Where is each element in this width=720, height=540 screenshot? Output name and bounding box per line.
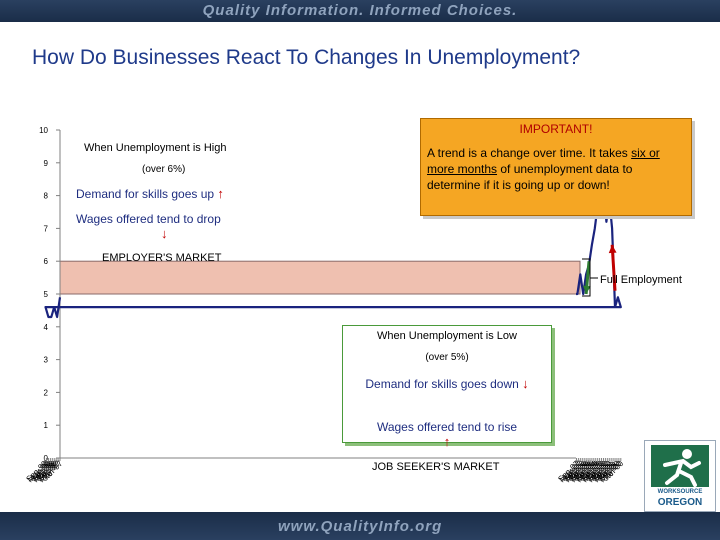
important-text: A trend is a change over time. It takes … bbox=[427, 146, 660, 192]
employers-market-label: EMPLOYER'S MARKET bbox=[102, 252, 222, 264]
bottom-banner: www.QualityInfo.org bbox=[0, 512, 720, 540]
low-unemployment-box: When Unemployment is Low (over 5%) Deman… bbox=[342, 325, 552, 449]
website-url: www.QualityInfo.org bbox=[278, 518, 443, 535]
high-wages-text: Wages offered tend to drop ↓ bbox=[76, 212, 221, 241]
top-banner: Quality Information. Informed Choices. bbox=[0, 0, 720, 22]
full-employment-band bbox=[59, 260, 581, 295]
slide-title: How Do Businesses React To Changes In Un… bbox=[32, 46, 581, 69]
up-arrow-icon: ↑ bbox=[443, 434, 451, 449]
y-tick-label: 8 bbox=[44, 192, 49, 201]
y-tick-label: 4 bbox=[44, 323, 49, 332]
down-arrow-icon: ↓ bbox=[522, 376, 529, 391]
uptrend-arrowhead bbox=[608, 244, 617, 254]
important-heading: IMPORTANT! bbox=[519, 122, 593, 136]
logo-line2: OREGON bbox=[657, 497, 703, 508]
low-demand-text: Demand for skills goes down ↓ bbox=[365, 376, 529, 391]
low-threshold: (over 5%) bbox=[425, 352, 469, 363]
high-threshold: (over 6%) bbox=[142, 164, 186, 175]
full-employment-bracket bbox=[582, 258, 598, 297]
high-unemployment-box: When Unemployment is High (over 6%) Dema… bbox=[62, 135, 272, 241]
y-tick-label: 7 bbox=[44, 224, 49, 233]
y-tick-label: 2 bbox=[44, 388, 49, 397]
y-tick-label: 9 bbox=[44, 159, 49, 168]
y-tick-label: 3 bbox=[44, 356, 49, 365]
up-arrow-icon: ↑ bbox=[217, 186, 224, 201]
high-demand-text: Demand for skills goes up ↑ bbox=[76, 186, 224, 201]
worksource-logo: WORKSOURCE OREGON bbox=[644, 440, 716, 512]
job-seekers-market-label: JOB SEEKER'S MARKET bbox=[372, 461, 500, 473]
full-employment-label: Full Employment bbox=[600, 274, 682, 286]
important-callout: IMPORTANT! A trend is a change over time… bbox=[420, 118, 692, 216]
y-tick-label: 1 bbox=[44, 421, 49, 430]
runner-icon bbox=[651, 445, 709, 487]
down-arrow-icon: ↓ bbox=[161, 226, 168, 241]
unemployment-series-line bbox=[44, 165, 622, 319]
high-heading: When Unemployment is High bbox=[84, 142, 227, 154]
y-tick-label: 6 bbox=[44, 257, 49, 266]
y-tick-label: 5 bbox=[44, 290, 49, 299]
logo-line1: WORKSOURCE bbox=[657, 489, 703, 495]
low-wages-text: Wages offered tend to rise ↑ bbox=[376, 420, 518, 449]
top-tagline: Quality Information. Informed Choices. bbox=[202, 2, 518, 19]
y-tick-label: 10 bbox=[39, 126, 48, 135]
low-heading: When Unemployment is Low bbox=[376, 330, 517, 342]
downtrend-arrowhead bbox=[582, 285, 591, 294]
